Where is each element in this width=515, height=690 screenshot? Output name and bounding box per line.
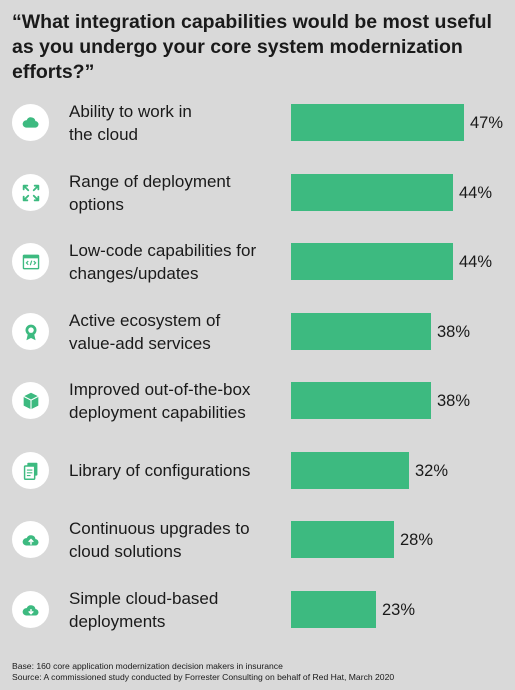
bar [291,382,431,419]
data-label: 28% [400,531,434,549]
category-label: Range of deployment options [69,170,284,216]
category-label: Improved out-of-the-box deployment capabi… [69,378,284,424]
documents-icon [12,452,49,489]
category-label-line: Continuous upgrades to [69,518,250,538]
category-label-line: Library of configurations [69,461,251,480]
category-label-line: value-add services [69,333,211,353]
chart-row: Active ecosystem of value-add services 38% [0,300,515,364]
data-label: 23% [382,601,416,619]
category-label-line: Ability to work in [69,101,192,121]
category-label: Library of configurations [69,459,284,482]
category-label: Simple cloud-based deployments [69,587,284,633]
bar [291,313,431,350]
cloud-download-icon [12,591,49,628]
category-label-line: deployment capabilities [69,402,246,422]
category-label-line: changes/updates [69,263,199,283]
category-label: Continuous upgrades to cloud solutions [69,517,284,563]
award-badge-icon [12,313,49,350]
category-label-line: Improved out-of-the-box [69,379,251,399]
chart-row: Simple cloud-based deployments 23% [0,578,515,642]
data-label: 32% [415,462,449,480]
footer-base: Base: 160 core application modernization… [12,661,283,671]
category-label-line: Low-code capabilities for [69,240,257,260]
chart-row: Library of configurations 32% [0,439,515,503]
data-label: 44% [459,184,493,202]
bar [291,591,376,628]
chart-row: Continuous upgrades to cloud solutions 28% [0,508,515,572]
category-label: Ability to work in the cloud [69,100,284,146]
chart-row: Ability to work in the cloud 47% [0,91,515,155]
bar [291,452,409,489]
category-label-line: options [69,194,124,214]
bar [291,174,453,211]
chart-title: “What integration capabilities would be … [12,11,492,83]
category-label-line: Simple cloud-based [69,588,219,608]
category-label-line: cloud solutions [69,541,182,561]
footer-source: Source: A commissioned study conducted b… [12,671,395,682]
category-label-line: Active ecosystem of [69,310,221,330]
chart-row: Improved out-of-the-box deployment capabi… [0,369,515,433]
category-label-line: the cloud [69,124,138,144]
data-label: 38% [437,323,471,341]
bar [291,521,394,558]
bar [291,243,453,280]
category-label: Active ecosystem of value-add services [69,309,284,355]
bar [291,104,464,141]
data-label: 44% [459,253,493,271]
data-label: 38% [437,392,471,410]
footer-notes: Base: 160 core application modernization… [12,661,507,682]
cloud-icon [12,104,49,141]
category-label: Low-code capabilities for changes/updates [69,239,284,285]
expand-arrows-icon [12,174,49,211]
cloud-upload-icon [12,521,49,558]
data-label: 47% [470,114,504,132]
category-label-line: deployments [69,611,166,631]
box-icon [12,382,49,419]
code-window-icon [12,243,49,280]
chart-row: Range of deployment options 44% [0,161,515,225]
chart-row: Low-code capabilities for changes/updates… [0,230,515,294]
category-label-line: Range of deployment [69,171,231,191]
